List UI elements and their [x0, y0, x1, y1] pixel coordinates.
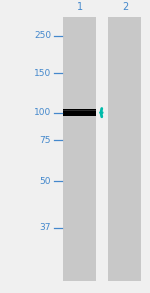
Bar — [63, 110, 96, 111]
Text: 100: 100 — [34, 108, 51, 117]
Text: 150: 150 — [34, 69, 51, 78]
Text: 50: 50 — [39, 176, 51, 185]
Text: 2: 2 — [122, 2, 128, 12]
Text: 37: 37 — [39, 223, 51, 232]
Bar — [63, 17, 96, 281]
Text: 1: 1 — [77, 2, 83, 12]
Text: 250: 250 — [34, 31, 51, 40]
Bar — [63, 110, 96, 116]
Text: 75: 75 — [39, 136, 51, 145]
Bar — [108, 17, 141, 281]
